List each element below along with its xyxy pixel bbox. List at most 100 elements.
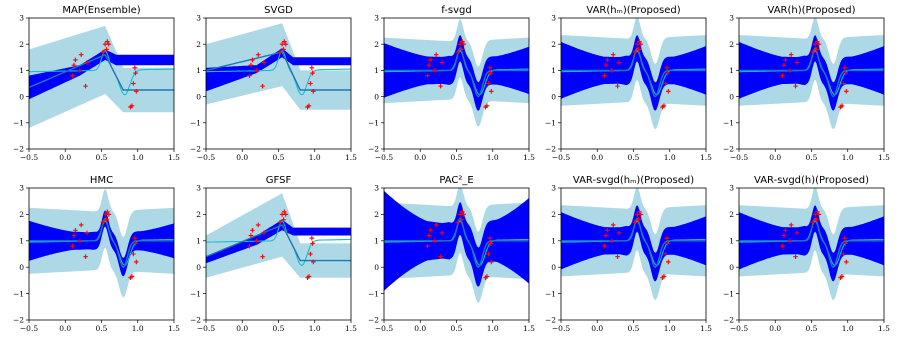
observation-point bbox=[615, 254, 620, 259]
observation-point bbox=[283, 212, 289, 217]
x-tick-label: −0.5 bbox=[20, 324, 38, 333]
y-tick-label: 0 bbox=[551, 263, 556, 272]
x-tick-label: 1.5 bbox=[345, 324, 357, 333]
x-tick-label: 1.0 bbox=[487, 153, 499, 162]
observation-point bbox=[488, 70, 493, 76]
y-tick-label: −2 bbox=[723, 145, 734, 154]
observation-point bbox=[610, 222, 616, 228]
observation-point bbox=[814, 47, 819, 52]
plot-area bbox=[384, 188, 529, 303]
x-tick-label: 0.0 bbox=[236, 324, 248, 333]
observation-point bbox=[794, 60, 800, 65]
observation-point bbox=[261, 60, 267, 65]
y-tick-label: 2 bbox=[19, 40, 24, 49]
y-tick-label: 0 bbox=[196, 92, 201, 101]
subplot-title: GFSF bbox=[266, 175, 292, 186]
observation-point bbox=[282, 209, 287, 215]
observation-point bbox=[605, 57, 610, 63]
observation-point bbox=[487, 65, 493, 71]
y-tick-label: 2 bbox=[374, 40, 379, 49]
y-tick-label: −2 bbox=[368, 316, 379, 325]
y-tick-label: 1 bbox=[551, 237, 556, 246]
x-tick-label: 0.0 bbox=[236, 153, 248, 162]
inner-uncertainty-band bbox=[384, 190, 529, 291]
observation-point bbox=[425, 243, 430, 249]
inner-uncertainty-band bbox=[206, 48, 351, 92]
x-tick-label: 0.5 bbox=[451, 153, 463, 162]
plot-area bbox=[384, 19, 529, 127]
observation-point bbox=[78, 52, 84, 57]
x-tick-label: 1.5 bbox=[523, 324, 535, 333]
y-tick-label: 1 bbox=[196, 237, 201, 246]
y-tick-label: 1 bbox=[374, 66, 379, 75]
observation-point bbox=[277, 49, 283, 55]
observation-point bbox=[638, 41, 644, 47]
observation-point bbox=[261, 230, 267, 236]
observation-point bbox=[260, 83, 265, 89]
observation-point bbox=[73, 57, 78, 63]
inner-uncertainty-band bbox=[29, 49, 174, 100]
y-tick-label: 2 bbox=[374, 210, 379, 219]
predictive-mean-line bbox=[206, 224, 351, 262]
observation-point bbox=[841, 81, 846, 86]
observation-point bbox=[661, 274, 667, 279]
observation-point bbox=[842, 65, 848, 71]
observation-point bbox=[247, 243, 252, 249]
observation-point bbox=[277, 220, 283, 225]
observation-point bbox=[666, 259, 671, 265]
observation-point bbox=[432, 238, 438, 244]
observation-point bbox=[663, 81, 668, 86]
observation-point bbox=[605, 227, 610, 233]
observation-point bbox=[664, 235, 670, 241]
observation-point bbox=[781, 233, 787, 238]
observation-point bbox=[783, 227, 788, 233]
observation-point bbox=[255, 222, 261, 228]
observation-point bbox=[84, 230, 90, 236]
x-tick-label: 0.0 bbox=[769, 153, 781, 162]
outer-uncertainty-band bbox=[29, 189, 174, 298]
observation-point bbox=[616, 230, 622, 236]
y-tick-label: −2 bbox=[190, 316, 201, 325]
subplot-8: −0.5 0.0 0.5 1.0 1.5 −2 −1 0 1 2 3 PAC²_E bbox=[368, 175, 535, 333]
subplot-5: −0.5 0.0 0.5 1.0 1.5 −2 −1 0 1 2 3 VAR(h)(Proposed) bbox=[723, 5, 890, 162]
x-tick-label: 1.0 bbox=[309, 153, 321, 162]
observation-point bbox=[663, 251, 668, 257]
observation-point bbox=[460, 39, 465, 44]
predictive-mean-line bbox=[29, 53, 174, 91]
observation-point bbox=[255, 52, 261, 57]
observation-point bbox=[132, 65, 138, 71]
observation-point bbox=[814, 217, 819, 222]
observation-point bbox=[77, 238, 83, 244]
x-tick-label: 1.5 bbox=[168, 324, 180, 333]
observation-point bbox=[603, 62, 609, 68]
y-tick-label: 0 bbox=[551, 92, 556, 101]
inner-uncertainty-band bbox=[206, 219, 351, 264]
observation-point bbox=[106, 41, 112, 47]
observation-point bbox=[637, 39, 642, 44]
observation-point bbox=[133, 70, 138, 76]
outer-uncertainty-band bbox=[206, 193, 351, 278]
observation-point bbox=[793, 254, 798, 259]
subplot-title: SVGD bbox=[264, 5, 293, 16]
subplot-title: f-svgd bbox=[441, 5, 471, 16]
inner-uncertainty-band bbox=[384, 34, 529, 111]
x-tick-label: 1.0 bbox=[664, 153, 676, 162]
observation-point bbox=[70, 73, 75, 78]
y-tick-label: 0 bbox=[19, 263, 24, 272]
observation-point bbox=[488, 241, 493, 246]
y-tick-label: 3 bbox=[551, 14, 556, 23]
observation-point bbox=[636, 217, 641, 222]
observation-point bbox=[439, 60, 445, 65]
observation-point bbox=[844, 259, 849, 265]
observation-point bbox=[104, 217, 109, 222]
observation-point bbox=[100, 49, 106, 55]
y-tick-label: 3 bbox=[196, 184, 201, 193]
outer-uncertainty-band bbox=[739, 18, 884, 130]
observation-point bbox=[815, 39, 820, 44]
observation-point bbox=[71, 233, 77, 238]
observation-point bbox=[432, 68, 438, 73]
subplot-title: VAR-svgd(hₘ)(Proposed) bbox=[573, 175, 694, 186]
plot-area bbox=[206, 23, 351, 110]
subplot-10: −0.5 0.0 0.5 1.0 1.5 −2 −1 0 1 2 3 VAR-svgd(h)(Prop… bbox=[723, 175, 890, 333]
observation-point bbox=[428, 57, 433, 63]
